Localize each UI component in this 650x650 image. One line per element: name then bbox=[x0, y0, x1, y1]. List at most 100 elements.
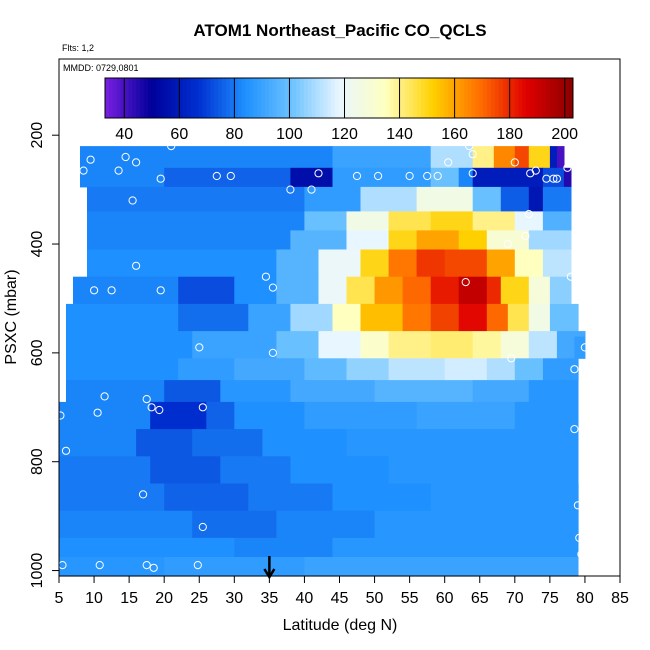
colorbar-tick-label: 40 bbox=[115, 126, 133, 143]
heatmap-cell bbox=[444, 429, 579, 457]
heatmap-cell bbox=[304, 401, 418, 430]
heatmap-cell bbox=[542, 358, 579, 381]
colorbar-swatch bbox=[140, 78, 145, 118]
data-point bbox=[139, 490, 148, 499]
heatmap-cell bbox=[486, 303, 509, 332]
heatmap-cell bbox=[318, 249, 362, 278]
colorbar-swatch bbox=[459, 78, 465, 118]
colorbar-swatch bbox=[229, 78, 235, 118]
colorbar-swatch bbox=[354, 78, 359, 118]
heatmap-cell bbox=[444, 358, 488, 381]
data-point bbox=[142, 395, 151, 404]
heatmap-cell bbox=[500, 276, 530, 305]
heatmap-cell bbox=[178, 358, 235, 381]
data-point bbox=[531, 166, 540, 175]
colorbar-swatch bbox=[136, 78, 141, 118]
heatmap-cell bbox=[430, 303, 460, 332]
data-point bbox=[573, 501, 583, 510]
heatmap-cell bbox=[290, 456, 390, 485]
colorbar-swatch bbox=[284, 78, 289, 118]
colorbar-swatch bbox=[561, 78, 566, 118]
heatmap-cell bbox=[430, 331, 474, 359]
heatmap-cell bbox=[248, 303, 291, 332]
colorbar-swatch bbox=[569, 78, 574, 118]
data-point bbox=[510, 158, 519, 167]
heatmap-cell bbox=[472, 167, 544, 188]
colorbar-swatch bbox=[257, 78, 262, 118]
colorbar-swatch bbox=[210, 78, 215, 118]
heatmap-cell bbox=[346, 230, 390, 250]
heatmap-cell bbox=[80, 146, 334, 169]
data-point bbox=[575, 533, 584, 543]
heatmap-cell bbox=[290, 167, 334, 188]
heatmap-cell bbox=[416, 230, 460, 250]
x-tick-label: 5 bbox=[55, 590, 64, 607]
heatmap-cell bbox=[59, 510, 193, 539]
colorbar-swatch bbox=[128, 78, 133, 118]
colorbar-swatch bbox=[253, 78, 258, 118]
heatmap-cell bbox=[514, 358, 544, 381]
colorbar-swatch bbox=[518, 78, 523, 118]
colorbar-swatch bbox=[506, 78, 512, 118]
data-point bbox=[314, 169, 323, 178]
x-tick-label: 50 bbox=[366, 590, 384, 607]
colorbar-swatch bbox=[296, 78, 301, 118]
heatmap-cell bbox=[332, 483, 432, 512]
colorbar-swatch bbox=[175, 78, 180, 118]
data-point bbox=[570, 365, 579, 374]
heatmap-cells bbox=[59, 146, 586, 577]
colorbar-swatch bbox=[261, 78, 266, 118]
heatmap-cell bbox=[304, 211, 348, 231]
colorbar-swatch bbox=[225, 78, 231, 118]
heatmap-cell bbox=[290, 380, 376, 403]
heatmap-cell bbox=[332, 167, 432, 188]
colorbar-swatch bbox=[444, 78, 449, 118]
colorbar-swatch bbox=[268, 78, 274, 118]
x-tick-label: 30 bbox=[225, 590, 243, 607]
colorbar-swatch bbox=[409, 78, 414, 118]
heatmap-cell bbox=[416, 186, 474, 212]
heatmap-cell bbox=[136, 429, 193, 457]
colorbar-swatch bbox=[300, 78, 305, 118]
heatmap-cell bbox=[430, 211, 474, 231]
data-point bbox=[121, 152, 130, 162]
colorbar-swatch bbox=[463, 78, 469, 118]
colorbar-swatch bbox=[534, 78, 539, 118]
data-point bbox=[114, 166, 123, 175]
data-point bbox=[405, 171, 414, 181]
data-point bbox=[524, 210, 533, 219]
colorbar-swatch bbox=[120, 78, 125, 118]
heatmap-cell bbox=[472, 186, 502, 212]
heatmap-cell bbox=[500, 186, 530, 212]
heatmap-cell bbox=[472, 146, 495, 169]
data-point bbox=[128, 196, 137, 205]
colorbar-swatch bbox=[222, 78, 227, 118]
heatmap-cell bbox=[549, 303, 579, 332]
colorbar-swatch bbox=[475, 78, 480, 118]
x-tick-label: 85 bbox=[611, 590, 629, 607]
heatmap-cell bbox=[542, 249, 572, 278]
heatmap-cell bbox=[59, 429, 137, 457]
data-point bbox=[503, 239, 512, 249]
heatmap-cell bbox=[458, 230, 488, 250]
data-point bbox=[93, 408, 102, 417]
heatmap-cell bbox=[514, 401, 579, 430]
data-point bbox=[261, 272, 270, 281]
heatmap-cell bbox=[574, 336, 585, 359]
heatmap-cell bbox=[563, 167, 572, 188]
chart-title: ATOM1 Northeast_Pacific CO_QCLS bbox=[193, 21, 486, 40]
data-point bbox=[552, 174, 562, 183]
colorbar-swatch bbox=[491, 78, 496, 118]
colorbar-swatch bbox=[327, 78, 332, 118]
heatmap-cell bbox=[276, 276, 320, 305]
heatmap-cell bbox=[528, 331, 558, 359]
heatmap-cell bbox=[234, 537, 334, 558]
heatmap-cell bbox=[59, 401, 151, 430]
data-point bbox=[198, 522, 207, 532]
colorbar-swatch bbox=[510, 78, 515, 118]
data-point bbox=[468, 169, 477, 178]
heatmap-cell bbox=[388, 211, 432, 231]
colorbar-swatch bbox=[428, 78, 434, 118]
heatmap-cell bbox=[234, 358, 305, 381]
heatmap-cell bbox=[80, 167, 165, 188]
